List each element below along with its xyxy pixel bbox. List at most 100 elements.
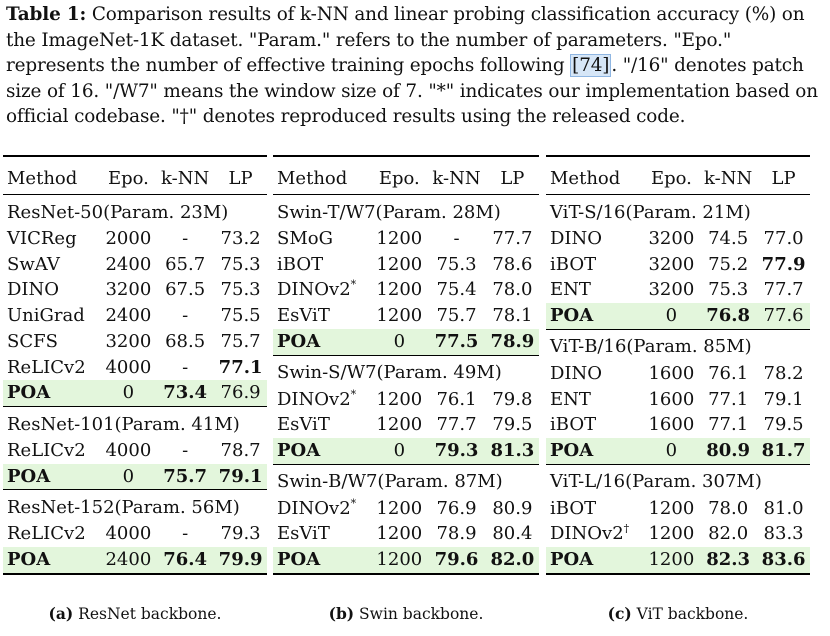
method-mark: † — [623, 522, 630, 536]
header-epochs: Epo. — [371, 155, 428, 195]
knn-cell: 77.5 — [427, 328, 486, 356]
lp-cell: 81.7 — [757, 437, 810, 465]
lp-cell: 77.6 — [757, 303, 810, 330]
header-lp: LP — [757, 155, 810, 195]
method-name: SwAV — [7, 253, 60, 275]
lp-cell: 75.3 — [220, 279, 261, 301]
table-row: SCFS 3200 68.5 75.7 — [3, 329, 267, 355]
method-name: iBOT — [550, 414, 597, 436]
method-cell: POA — [3, 547, 101, 575]
epochs-cell: 1200 — [376, 253, 423, 275]
vit-panel: Method Epo. k-NN LP ViT-S/16(Param. 21M) DINO… — [546, 155, 810, 575]
group-title: ResNet-152(Param. 56M) — [3, 489, 267, 522]
header-epochs: Epo. — [643, 155, 700, 195]
lp-cell: 79.5 — [763, 414, 804, 436]
epochs-cell: 1200 — [371, 547, 428, 575]
method-name: POA — [7, 549, 51, 571]
header-method: Method — [3, 155, 101, 195]
knn-cell: - — [182, 305, 189, 327]
method-name: DINOv2 — [277, 388, 351, 410]
group-title-row: ResNet-50(Param. 23M) — [3, 195, 267, 227]
epochs-cell: 1200 — [376, 497, 423, 519]
knn-cell: 68.5 — [165, 330, 206, 352]
method-cell: DINOv2* — [273, 496, 371, 522]
method-name: EsViT — [277, 414, 330, 436]
knn-cell: 77.1 — [708, 414, 749, 436]
table-row: iBOT 1200 75.3 78.6 — [273, 252, 539, 278]
epochs-cell: 1200 — [376, 305, 423, 327]
method-cell: iBOT — [273, 252, 371, 278]
caption-label: Table 1: — [6, 4, 87, 25]
epochs-cell: 0 — [371, 328, 428, 356]
group-title-row: Swin-T/W7(Param. 28M) — [273, 195, 539, 227]
table-row: SMoG 1200 - 77.7 — [273, 226, 539, 252]
epochs-cell: 1200 — [648, 523, 695, 545]
group-title-row: Swin-B/W7(Param. 87M) — [273, 463, 539, 496]
knn-cell: 78.0 — [708, 497, 749, 519]
method-name: EsViT — [277, 305, 330, 327]
knn-cell: 82.3 — [699, 547, 758, 575]
method-name: DINOv2 — [277, 279, 351, 301]
epochs-cell: 2400 — [105, 305, 152, 327]
table-row: POA 2400 76.4 79.9 — [3, 547, 267, 575]
table-row: EsViT 1200 77.7 79.5 — [273, 412, 539, 438]
lp-cell: 78.6 — [492, 253, 533, 275]
group-title-row: ViT-S/16(Param. 21M) — [546, 195, 810, 227]
lp-cell: 83.3 — [763, 523, 804, 545]
group-title: Swin-T/W7(Param. 28M) — [277, 201, 501, 223]
table-row: POA 0 76.8 77.6 — [546, 303, 810, 330]
method-cell: ReLICv2 — [3, 355, 101, 381]
table-row: ENT 3200 75.3 77.7 — [546, 277, 810, 303]
epochs-cell: 4000 — [105, 523, 152, 545]
method-cell: POA — [546, 437, 644, 465]
method-cell: POA — [546, 547, 644, 575]
citation-link[interactable]: [74] — [570, 54, 612, 78]
method-name: DINO — [7, 279, 60, 301]
caption-text-post: . "/16" denotes patch size of 16. "/W7" … — [6, 55, 818, 128]
knn-cell: - — [182, 523, 189, 545]
table-row: iBOT 3200 75.2 77.9 — [546, 252, 810, 278]
method-name: POA — [277, 330, 321, 352]
method-cell: EsViT — [273, 303, 371, 329]
table-row: SwAV 2400 65.7 75.3 — [3, 252, 267, 278]
method-cell: ENT — [546, 277, 644, 303]
epochs-cell: 2400 — [100, 547, 157, 575]
lp-cell: 78.0 — [492, 279, 533, 301]
lp-cell: 75.3 — [220, 253, 261, 275]
epochs-cell: 0 — [100, 463, 157, 490]
table-row: DINOv2† 1200 82.0 83.3 — [546, 521, 810, 547]
lp-cell: 79.5 — [492, 414, 533, 436]
lp-cell: 81.0 — [763, 497, 804, 519]
group-title: Swin-B/W7(Param. 87M) — [273, 463, 539, 496]
knn-cell: 75.3 — [708, 279, 749, 301]
method-cell: DINO — [546, 361, 644, 387]
header-lp: LP — [485, 155, 539, 195]
lp-cell: 73.2 — [220, 228, 261, 249]
method-cell: POA — [273, 437, 372, 465]
knn-cell: 73.4 — [156, 380, 215, 407]
lp-cell: 77.7 — [492, 228, 533, 249]
method-name: SMoG — [277, 228, 333, 249]
epochs-cell: 1200 — [376, 228, 423, 249]
epochs-cell: 2400 — [105, 253, 152, 275]
table-caption: Table 1: Comparison results of k-NN and … — [6, 2, 828, 130]
group-title: ViT-L/16(Param. 307M) — [546, 463, 810, 496]
method-name: EsViT — [277, 523, 330, 545]
epochs-cell: 3200 — [105, 330, 152, 352]
knn-cell: 79.3 — [427, 437, 486, 465]
lp-cell: 77.9 — [761, 253, 806, 275]
lp-cell: 78.7 — [220, 439, 261, 461]
epochs-cell: 0 — [100, 380, 157, 407]
group-title: Swin-S/W7(Param. 49M) — [273, 354, 539, 387]
method-name: ReLICv2 — [7, 356, 86, 378]
header-method: Method — [273, 155, 372, 195]
subcaption-label: (b) — [328, 604, 355, 623]
knn-cell: 67.5 — [165, 279, 206, 301]
method-cell: DINOv2* — [273, 277, 371, 303]
results-table: Method Epo. k-NN LP Swin-T/W7(Param. 28M) SMo… — [273, 155, 539, 575]
epochs-cell: 3200 — [648, 228, 695, 249]
method-name: iBOT — [277, 253, 324, 275]
method-name: DINO — [550, 362, 603, 384]
method-cell: EsViT — [273, 412, 371, 438]
method-name: DINOv2 — [277, 497, 351, 519]
